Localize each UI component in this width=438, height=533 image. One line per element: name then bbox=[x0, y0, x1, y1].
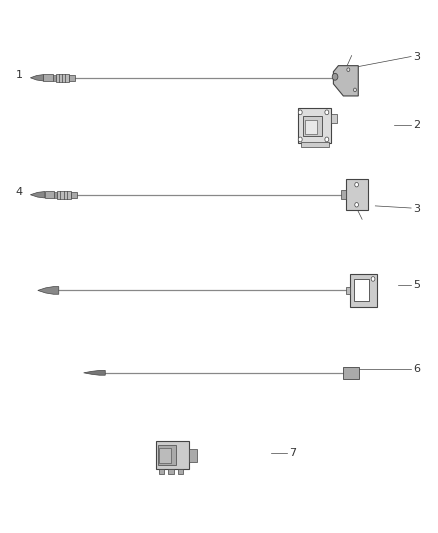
Circle shape bbox=[298, 137, 302, 142]
Bar bbox=[346, 179, 367, 211]
Bar bbox=[69, 75, 75, 81]
Circle shape bbox=[332, 74, 338, 80]
Bar bbox=[45, 191, 54, 198]
Circle shape bbox=[353, 88, 357, 92]
Bar bbox=[300, 142, 329, 147]
Bar bbox=[54, 192, 57, 198]
Bar bbox=[71, 192, 77, 198]
Bar bbox=[343, 367, 359, 379]
Text: 4: 4 bbox=[15, 187, 22, 197]
Bar bbox=[57, 191, 71, 198]
Circle shape bbox=[325, 137, 329, 142]
Circle shape bbox=[325, 110, 329, 115]
Text: 6: 6 bbox=[413, 364, 420, 374]
Circle shape bbox=[347, 68, 350, 71]
Polygon shape bbox=[38, 287, 59, 294]
Bar bbox=[43, 74, 53, 82]
Text: 3: 3 bbox=[413, 204, 420, 214]
Bar bbox=[341, 190, 346, 199]
Text: 5: 5 bbox=[413, 280, 420, 290]
Polygon shape bbox=[333, 66, 358, 96]
Circle shape bbox=[355, 182, 358, 187]
Bar bbox=[56, 74, 69, 82]
Circle shape bbox=[298, 110, 302, 115]
Text: 7: 7 bbox=[289, 448, 296, 457]
Text: 2: 2 bbox=[413, 119, 420, 130]
Bar bbox=[159, 469, 164, 474]
Circle shape bbox=[355, 203, 358, 207]
Bar bbox=[305, 120, 317, 134]
Bar bbox=[53, 75, 56, 80]
Bar bbox=[354, 279, 369, 301]
Text: 3: 3 bbox=[413, 52, 420, 61]
Polygon shape bbox=[30, 75, 43, 81]
Polygon shape bbox=[30, 191, 45, 198]
Bar bbox=[158, 445, 176, 465]
Bar bbox=[346, 287, 350, 294]
Bar bbox=[159, 448, 171, 463]
Bar bbox=[178, 469, 183, 474]
Bar bbox=[189, 449, 197, 462]
Bar bbox=[331, 114, 337, 123]
Bar bbox=[350, 274, 377, 307]
Circle shape bbox=[371, 277, 375, 281]
Bar bbox=[155, 441, 189, 469]
Bar bbox=[303, 116, 322, 136]
Polygon shape bbox=[84, 370, 105, 375]
Bar bbox=[168, 469, 173, 474]
Bar bbox=[298, 108, 331, 143]
Text: 1: 1 bbox=[15, 70, 22, 80]
